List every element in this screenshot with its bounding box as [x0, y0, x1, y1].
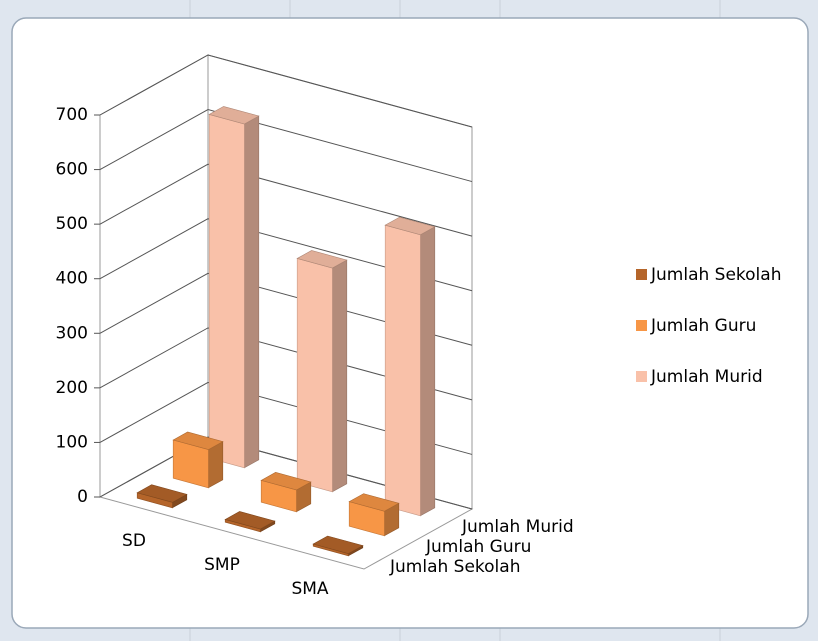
- bar-top: [208, 106, 260, 125]
- grid-line: [99, 272, 473, 346]
- grid-line: [99, 381, 473, 455]
- bar-front: [296, 258, 333, 493]
- x-tick-label: SMP: [204, 555, 240, 575]
- depth-tick-label: Jumlah Sekolah: [389, 557, 520, 577]
- legend-label: Jumlah Guru: [650, 316, 756, 336]
- legend-label: Jumlah Murid: [650, 367, 763, 387]
- legend-label: Jumlah Sekolah: [650, 265, 781, 285]
- bar: [348, 493, 400, 537]
- bar: [384, 216, 436, 517]
- bar-side: [244, 115, 260, 469]
- bar-top: [136, 484, 188, 503]
- y-tick-label: 700: [56, 105, 88, 125]
- bar-top: [224, 511, 276, 530]
- y-tick-label: 300: [56, 323, 88, 343]
- bar-top: [296, 250, 348, 269]
- legend-swatch: [636, 320, 647, 331]
- bar: [136, 484, 188, 509]
- x-tick-label: SD: [122, 531, 146, 551]
- grid-line: [99, 436, 473, 510]
- y-tick-label: 500: [56, 214, 88, 234]
- plot-area: 0 100 200 300 400 500 600 700 SD SMP SMA Jumlah Sek…: [56, 54, 781, 599]
- bar-front: [384, 224, 421, 517]
- legend-swatch: [636, 371, 647, 382]
- bar: [260, 472, 312, 513]
- x-tick-label: SMA: [291, 579, 328, 599]
- bar-top: [260, 472, 312, 491]
- grid-line: [99, 327, 473, 401]
- bar-side: [420, 226, 436, 517]
- legend: Jumlah Sekolah Jumlah Guru Jumlah Murid: [636, 265, 781, 387]
- bar: [296, 250, 348, 493]
- bar: [312, 535, 364, 557]
- bar-top: [172, 431, 224, 450]
- y-tick-label: 600: [56, 160, 88, 180]
- bar-top: [384, 216, 436, 236]
- depth-tick-label: Jumlah Murid: [461, 517, 574, 537]
- legend-swatch: [636, 269, 647, 280]
- bar: [172, 431, 224, 489]
- grid-line: [99, 54, 473, 128]
- bar-top: [312, 535, 364, 554]
- y-tick-label: 400: [56, 269, 88, 289]
- grid-line: [99, 163, 473, 237]
- y-tick-label: 200: [56, 378, 88, 398]
- depth-tick-label: Jumlah Guru: [425, 537, 531, 557]
- y-tick-label: 100: [56, 432, 88, 452]
- grid-line: [99, 218, 473, 292]
- bar: [208, 106, 260, 469]
- grid-line: [99, 109, 473, 183]
- y-tick-label: 0: [77, 487, 88, 507]
- bar-side: [332, 259, 348, 493]
- bar: [224, 511, 276, 533]
- bar-front: [208, 114, 245, 469]
- sheet-grid: [189, 0, 721, 641]
- bar-top: [348, 493, 400, 512]
